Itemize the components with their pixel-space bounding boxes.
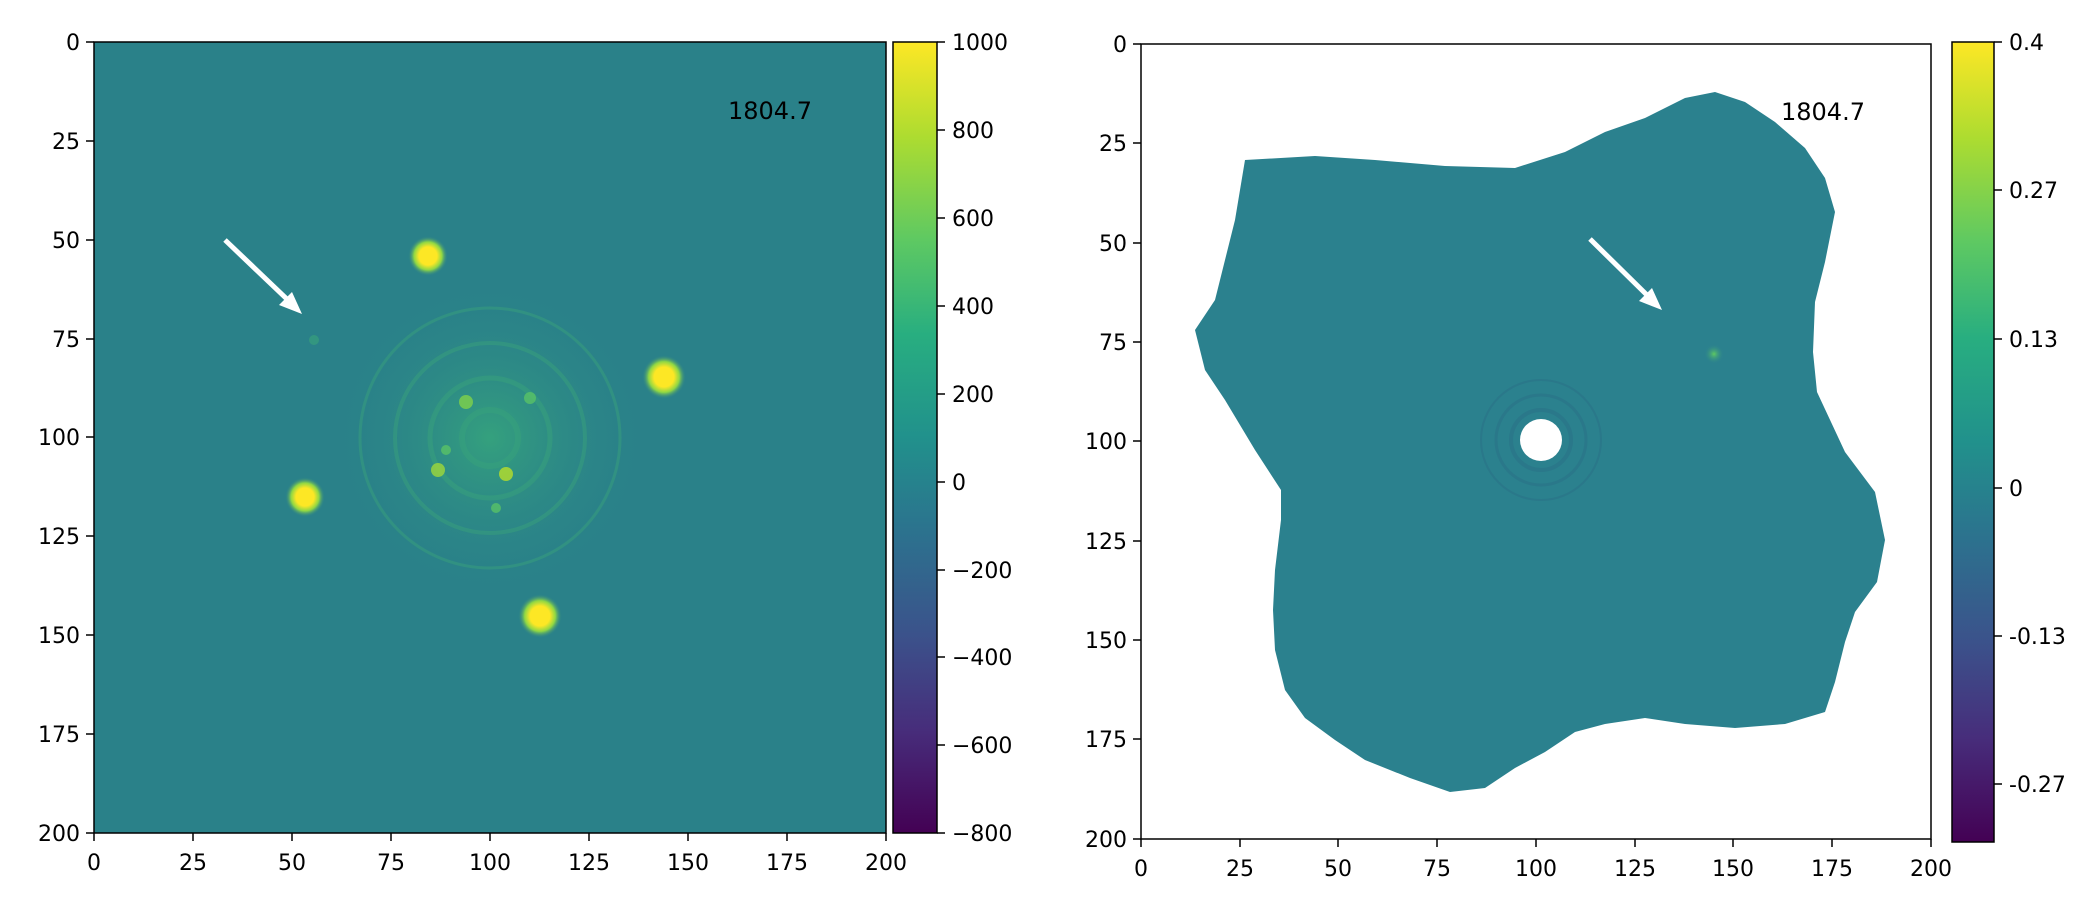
image-annotation: 1804.7 [1781, 98, 1865, 126]
right-y-axis: 0 25 50 75 100 125 150 175 200 [1085, 33, 1141, 853]
colorbar-tick-label: 0 [952, 471, 966, 496]
x-tick-label: 150 [1712, 857, 1754, 882]
right-image-panel: 1804.7 0 25 50 75 100 125 150 175 200 [1045, 0, 2085, 912]
x-tick-label: 25 [179, 851, 207, 876]
x-tick-label: 125 [1614, 857, 1656, 882]
arrow-annotation [1588, 237, 1662, 310]
satellite-spot [642, 355, 686, 399]
y-tick-label: 125 [1085, 530, 1127, 555]
x-tick-label: 100 [469, 851, 511, 876]
bright-spots [285, 236, 686, 638]
y-tick-label: 75 [52, 328, 80, 353]
x-tick-label: 175 [1811, 857, 1853, 882]
left-colorbar: 1000 800 600 400 200 0 −200 −400 −600 −8… [892, 31, 1012, 847]
left-x-axis: 0 25 50 75 100 125 150 175 200 [87, 833, 907, 876]
left-image-panel: 1804.7 0 25 50 75 100 125 150 175 200 [0, 0, 1040, 912]
satellite-spot [408, 236, 448, 276]
colorbar-tick-label: 0.27 [2009, 179, 2058, 204]
colorbar-tick-label: −200 [952, 559, 1012, 584]
x-tick-label: 200 [865, 851, 907, 876]
x-tick-label: 0 [1134, 857, 1148, 882]
y-tick-label: 150 [1085, 629, 1127, 654]
right-colorbar: 0.4 0.27 0.13 0 -0.13 -0.27 [1951, 31, 2066, 843]
left-y-axis: 0 25 50 75 100 125 150 175 200 [38, 31, 94, 847]
y-tick-label: 100 [38, 426, 80, 451]
x-tick-label: 25 [1226, 857, 1254, 882]
colorbar-tick-label: 0 [2009, 477, 2023, 502]
right-x-axis: 0 25 50 75 100 125 150 175 200 [1134, 839, 1952, 882]
left-figure: 1804.7 0 25 50 75 100 125 150 175 200 [38, 31, 1012, 876]
colorbar-tick-label: 0.13 [2009, 328, 2058, 353]
satellite-spot [518, 594, 562, 638]
x-tick-label: 175 [766, 851, 808, 876]
x-tick-label: 150 [667, 851, 709, 876]
colorbar-tick-label: -0.27 [2009, 773, 2066, 798]
y-tick-label: 0 [1113, 33, 1127, 58]
colorbar-tick-label: -0.13 [2009, 625, 2066, 650]
x-tick-label: 125 [568, 851, 610, 876]
x-tick-label: 200 [1910, 857, 1952, 882]
y-tick-label: 150 [38, 624, 80, 649]
colorbar-tick-label: −800 [952, 822, 1012, 847]
central-speckle-rings [358, 306, 622, 570]
colorbar-tick-label: 1000 [952, 31, 1008, 56]
x-tick-label: 50 [278, 851, 306, 876]
y-tick-label: 200 [1085, 828, 1127, 853]
y-tick-label: 125 [38, 525, 80, 550]
y-tick-label: 200 [38, 822, 80, 847]
colorbar-tick-label: 600 [952, 207, 994, 232]
colorbar-tick-label: −400 [952, 646, 1012, 671]
y-tick-label: 0 [66, 31, 80, 56]
colorbar-tick-label: 200 [952, 383, 994, 408]
central-mask [1520, 419, 1562, 461]
y-tick-label: 175 [38, 723, 80, 748]
x-tick-label: 75 [1423, 857, 1451, 882]
y-tick-label: 25 [1099, 132, 1127, 157]
right-figure: 1804.7 0 25 50 75 100 125 150 175 200 [1085, 31, 2066, 882]
x-tick-label: 100 [1515, 857, 1557, 882]
y-tick-label: 50 [52, 229, 80, 254]
colorbar-tick-label: 800 [952, 119, 994, 144]
y-tick-label: 100 [1085, 430, 1127, 455]
y-tick-label: 50 [1099, 232, 1127, 257]
colorbar-tick-label: 400 [952, 295, 994, 320]
y-tick-label: 175 [1085, 728, 1127, 753]
arrow-annotation [223, 238, 302, 314]
x-tick-label: 75 [377, 851, 405, 876]
y-tick-label: 25 [52, 130, 80, 155]
x-tick-label: 0 [87, 851, 101, 876]
colorbar-tick-label: 0.4 [2009, 31, 2044, 56]
y-tick-label: 75 [1099, 331, 1127, 356]
colorbar-tick-label: −600 [952, 734, 1012, 759]
image-annotation: 1804.7 [728, 97, 812, 125]
x-tick-label: 50 [1324, 857, 1352, 882]
satellite-spot [285, 477, 325, 517]
companion-spot [1704, 344, 1724, 364]
